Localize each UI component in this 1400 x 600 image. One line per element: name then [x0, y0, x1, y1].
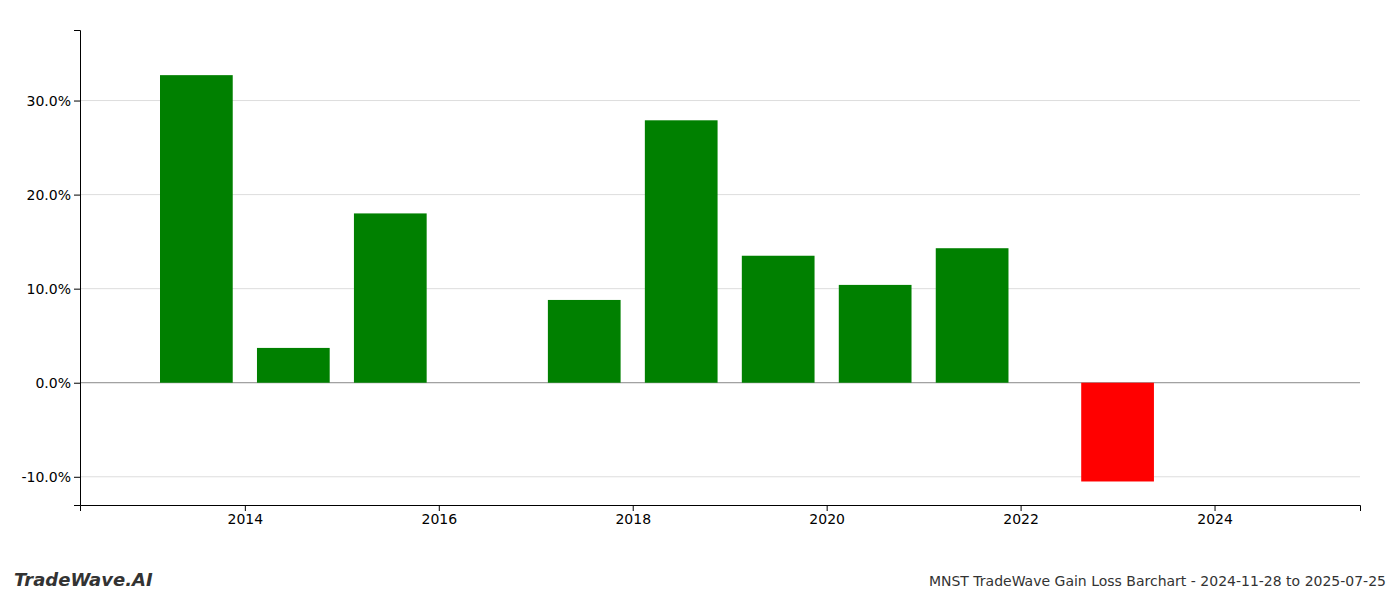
bar [645, 120, 718, 382]
x-tick: 2016 [421, 505, 457, 527]
bars [160, 75, 1154, 481]
plot: 2014 2016 2018 2020 2022 2024 -10.0% 0.0% 10.0% 2… [21, 31, 1360, 527]
grid-line [80, 288, 1360, 289]
bar [1081, 383, 1154, 482]
bar [257, 348, 330, 383]
y-axis-line [74, 31, 81, 506]
x-tick: 2020 [809, 505, 845, 527]
x-tick: 2014 [228, 505, 264, 527]
y-tick-label: 20.0% [27, 187, 71, 203]
x-axis-line [81, 506, 1361, 512]
x-tick: 2024 [1197, 505, 1233, 527]
x-tick-label: 2014 [228, 511, 264, 527]
y-tick: 20.0% [27, 187, 80, 203]
grid-line [80, 476, 1360, 477]
x-tick-label: 2016 [421, 511, 457, 527]
x-tick-label: 2020 [809, 511, 845, 527]
y-tick-label: -10.0% [21, 469, 71, 485]
y-tick-label: 0.0% [35, 375, 71, 391]
y-tick: 0.0% [35, 375, 80, 391]
chart: 2014 2016 2018 2020 2022 2024 -10.0% 0.0% 10.0% 2… [0, 0, 1400, 600]
x-axis: 2014 2016 2018 2020 2022 2024 [81, 505, 1361, 527]
y-tick-mark [74, 383, 80, 384]
title: MNST TradeWave Gain Loss Barchart - 2024… [929, 573, 1386, 589]
y-tick-mark [74, 477, 80, 478]
y-tick-mark [74, 101, 80, 102]
x-tick: 2022 [1003, 505, 1039, 527]
x-tick: 2018 [615, 505, 651, 527]
bar [160, 75, 233, 383]
bar [548, 300, 621, 383]
y-tick: 10.0% [27, 281, 80, 297]
y-tick: 30.0% [27, 93, 80, 109]
bar [839, 285, 912, 383]
watermark: TradeWave.AI [14, 569, 153, 590]
y-tick-label: 10.0% [27, 281, 71, 297]
bar [936, 248, 1009, 383]
x-tick-label: 2024 [1197, 511, 1233, 527]
y-tick-label: 30.0% [27, 93, 71, 109]
bar [354, 213, 427, 382]
grid-line [80, 100, 1360, 101]
y-tick: -10.0% [21, 469, 80, 485]
y-tick-mark [74, 195, 80, 196]
bar [742, 256, 815, 383]
y-tick-mark [74, 289, 80, 290]
grid-line [80, 194, 1360, 195]
x-tick-label: 2022 [1003, 511, 1039, 527]
x-tick-label: 2018 [615, 511, 651, 527]
grid [80, 101, 1360, 477]
y-axis: -10.0% 0.0% 10.0% 20.0% 30.0% [21, 31, 80, 506]
